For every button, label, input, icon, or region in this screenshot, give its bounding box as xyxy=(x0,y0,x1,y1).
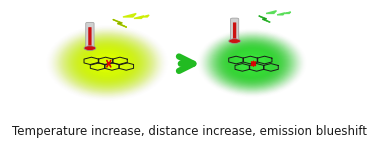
Polygon shape xyxy=(123,13,136,17)
Ellipse shape xyxy=(64,36,150,90)
Ellipse shape xyxy=(85,49,130,77)
Ellipse shape xyxy=(234,52,270,74)
Polygon shape xyxy=(142,15,149,17)
Ellipse shape xyxy=(63,35,151,91)
Ellipse shape xyxy=(73,41,142,85)
Polygon shape xyxy=(113,19,127,27)
Ellipse shape xyxy=(80,46,134,80)
Ellipse shape xyxy=(229,48,275,78)
FancyBboxPatch shape xyxy=(233,22,236,39)
Ellipse shape xyxy=(68,39,146,87)
Polygon shape xyxy=(266,11,276,13)
Ellipse shape xyxy=(82,47,132,79)
Ellipse shape xyxy=(232,51,271,75)
Text: Temperature increase, distance increase, emission blueshift: Temperature increase, distance increase,… xyxy=(11,125,367,138)
Ellipse shape xyxy=(74,42,141,84)
Ellipse shape xyxy=(67,38,147,88)
Ellipse shape xyxy=(88,51,127,75)
Polygon shape xyxy=(285,12,291,13)
Ellipse shape xyxy=(215,40,289,86)
FancyBboxPatch shape xyxy=(88,27,91,46)
Ellipse shape xyxy=(76,43,138,83)
Ellipse shape xyxy=(84,48,131,78)
FancyBboxPatch shape xyxy=(231,18,239,41)
Ellipse shape xyxy=(75,43,139,83)
Ellipse shape xyxy=(223,45,281,81)
Ellipse shape xyxy=(228,48,276,78)
Ellipse shape xyxy=(65,37,149,89)
Ellipse shape xyxy=(70,39,145,87)
Ellipse shape xyxy=(213,39,291,87)
Ellipse shape xyxy=(225,46,279,80)
Ellipse shape xyxy=(72,41,143,85)
Ellipse shape xyxy=(81,47,133,79)
Ellipse shape xyxy=(227,47,277,79)
Ellipse shape xyxy=(226,46,278,80)
Ellipse shape xyxy=(78,45,136,81)
FancyBboxPatch shape xyxy=(86,22,94,48)
Ellipse shape xyxy=(62,35,152,91)
Ellipse shape xyxy=(229,39,240,43)
Ellipse shape xyxy=(209,36,294,90)
Ellipse shape xyxy=(219,42,285,84)
Ellipse shape xyxy=(211,37,293,89)
Ellipse shape xyxy=(224,45,280,81)
Ellipse shape xyxy=(229,49,274,77)
Ellipse shape xyxy=(66,37,148,89)
Ellipse shape xyxy=(231,50,273,77)
Ellipse shape xyxy=(234,51,270,75)
Polygon shape xyxy=(259,16,270,22)
Ellipse shape xyxy=(212,38,291,88)
Ellipse shape xyxy=(222,44,282,82)
Ellipse shape xyxy=(77,44,138,82)
Ellipse shape xyxy=(214,39,290,87)
Ellipse shape xyxy=(79,45,135,81)
Ellipse shape xyxy=(210,37,293,89)
Ellipse shape xyxy=(221,43,283,83)
Ellipse shape xyxy=(71,40,144,86)
Ellipse shape xyxy=(232,50,272,76)
Polygon shape xyxy=(277,13,285,15)
Ellipse shape xyxy=(85,49,129,77)
Ellipse shape xyxy=(92,53,122,73)
Ellipse shape xyxy=(217,41,287,85)
Ellipse shape xyxy=(87,50,128,76)
Ellipse shape xyxy=(61,34,153,92)
Ellipse shape xyxy=(60,33,155,93)
Ellipse shape xyxy=(220,43,284,83)
Ellipse shape xyxy=(216,40,288,86)
Polygon shape xyxy=(134,16,144,18)
Ellipse shape xyxy=(218,42,286,84)
Ellipse shape xyxy=(84,46,96,50)
Ellipse shape xyxy=(238,54,266,72)
